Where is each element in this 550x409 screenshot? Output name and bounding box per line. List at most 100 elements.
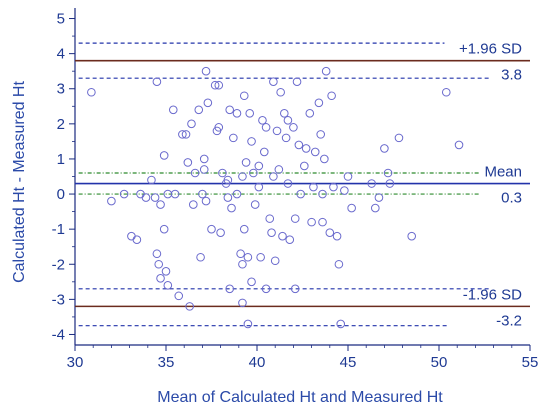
data-point [107, 196, 116, 206]
lower-loa-label: -1.96 SD [463, 286, 522, 303]
data-point [243, 319, 253, 329]
data-point [261, 123, 271, 132]
data-point [161, 266, 171, 276]
data-point [190, 168, 200, 178]
data-point [294, 140, 304, 150]
data-point [223, 175, 233, 185]
y-tick-label: 0 [57, 186, 65, 203]
data-point [214, 123, 224, 132]
data-point [159, 224, 169, 234]
data-point [229, 133, 238, 143]
data-point [216, 228, 225, 237]
x-tick-label: 45 [340, 354, 357, 371]
data-point [329, 182, 338, 192]
y-tick-label: 5 [57, 11, 65, 28]
data-point [170, 189, 180, 199]
data-point [343, 172, 353, 181]
y-tick-label: -2 [52, 256, 65, 273]
data-point [247, 277, 256, 287]
data-point [150, 193, 160, 202]
y-tick-label: 1 [57, 151, 65, 168]
data-point [249, 168, 258, 178]
mean-label: Mean [484, 164, 522, 181]
data-point [336, 319, 346, 329]
upper-loa-label: +1.96 SD [459, 41, 522, 58]
data-point [163, 281, 173, 290]
data-point [187, 119, 196, 129]
data-point [247, 137, 256, 146]
data-point [236, 249, 245, 259]
data-point [174, 291, 184, 301]
data-point [207, 224, 216, 234]
data-point [256, 252, 265, 262]
data-point [283, 179, 293, 188]
data-point [290, 214, 300, 223]
data-point [274, 165, 284, 174]
data-point [325, 228, 335, 237]
data-point [227, 203, 236, 213]
data-point [245, 109, 255, 118]
data-point [254, 182, 264, 192]
data-point [269, 172, 278, 181]
data-point [334, 259, 344, 269]
data-point [300, 161, 309, 171]
data-point [141, 193, 151, 202]
data-point [198, 189, 207, 199]
x-tick-label: 40 [249, 354, 266, 371]
x-tick-label: 30 [67, 354, 84, 371]
data-point [152, 249, 162, 259]
data-point [316, 130, 326, 139]
data-point [132, 235, 142, 244]
data-point [407, 231, 417, 241]
data-point [178, 130, 187, 139]
data-point [156, 200, 165, 209]
data-point [367, 179, 376, 188]
data-point [254, 161, 264, 171]
data-point [152, 77, 162, 87]
y-tick-label: -1 [52, 221, 65, 238]
x-axis-label: Mean of Calculated Ht and Measured Ht [157, 389, 443, 406]
data-point [194, 105, 204, 115]
data-point [238, 172, 247, 181]
data-point [214, 80, 224, 90]
data-point [320, 154, 329, 164]
data-point [267, 228, 276, 237]
data-point [270, 256, 280, 266]
data-point [441, 87, 451, 97]
data-point [189, 200, 198, 209]
data-point [185, 302, 194, 311]
data-point [281, 133, 291, 143]
data-point [232, 109, 242, 118]
data-point [168, 105, 178, 115]
data-point [127, 231, 136, 241]
data-point [347, 203, 356, 213]
data-point [210, 80, 220, 90]
y-tick-label: -4 [52, 326, 65, 343]
mean-value-label: 0.3 [501, 190, 522, 207]
data-point [318, 189, 327, 199]
data-point [225, 284, 234, 294]
data-point [239, 224, 249, 234]
data-point [218, 168, 227, 178]
data-point [278, 231, 287, 241]
data-point [374, 193, 384, 202]
data-point [232, 189, 242, 199]
data-point [292, 77, 302, 87]
y-axis-label: Calculated Ht - Measured Ht [11, 81, 28, 283]
data-point [394, 133, 404, 143]
data-point [159, 151, 169, 160]
data-point [203, 98, 213, 108]
data-point [87, 87, 96, 97]
y-tick-label: 2 [57, 116, 65, 133]
data-point [201, 66, 211, 76]
lower-loa-value-label: -3.2 [496, 312, 522, 329]
data-point [196, 252, 205, 262]
data-point [147, 175, 156, 185]
data-point [154, 259, 164, 269]
data-point [327, 91, 336, 101]
upper-loa-value-label: 3.8 [501, 67, 522, 84]
data-point [223, 193, 233, 202]
y-tick-label: 4 [57, 46, 65, 63]
data-point [280, 109, 289, 118]
